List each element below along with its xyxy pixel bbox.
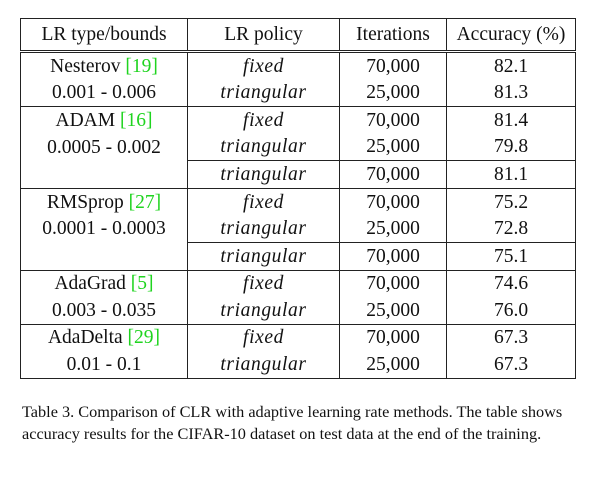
lr-type-text: 0.0001 - 0.0003 bbox=[42, 218, 166, 239]
cell-lr-policy: triangular bbox=[188, 80, 340, 107]
cell-iterations: 70,000 bbox=[340, 188, 447, 215]
cell-accuracy: 67.3 bbox=[447, 352, 576, 379]
lr-type-text: RMSprop bbox=[47, 192, 124, 213]
cell-lr-type: 0.0005 - 0.002 bbox=[21, 134, 188, 161]
cell-accuracy: 81.1 bbox=[447, 161, 576, 189]
cell-lr-policy: triangular bbox=[188, 243, 340, 271]
cell-lr-policy: triangular bbox=[188, 134, 340, 161]
cell-lr-type: AdaGrad [5] bbox=[21, 270, 188, 297]
cell-lr-type bbox=[21, 161, 188, 189]
cell-lr-type: 0.001 - 0.006 bbox=[21, 80, 188, 107]
citation-link[interactable]: [16] bbox=[120, 110, 153, 131]
results-table: LR type/bounds LR policy Iterations Accu… bbox=[20, 18, 576, 379]
cell-accuracy: 81.3 bbox=[447, 80, 576, 107]
cell-iterations: 25,000 bbox=[340, 216, 447, 243]
citation-link[interactable]: [5] bbox=[131, 273, 154, 294]
table-row: 0.003 - 0.035 triangular 25,000 76.0 bbox=[21, 297, 576, 324]
cell-lr-policy: triangular bbox=[188, 352, 340, 379]
header-lr-type: LR type/bounds bbox=[21, 19, 188, 52]
cell-lr-type: ADAM [16] bbox=[21, 107, 188, 134]
table-row: 0.0001 - 0.0003 triangular 25,000 72.8 bbox=[21, 216, 576, 243]
table-row: RMSprop [27] fixed 70,000 75.2 bbox=[21, 188, 576, 215]
cell-lr-type: 0.0001 - 0.0003 bbox=[21, 216, 188, 243]
cell-lr-type: 0.01 - 0.1 bbox=[21, 352, 188, 379]
cell-lr-type bbox=[21, 243, 188, 271]
cell-lr-policy: triangular bbox=[188, 161, 340, 189]
table-row: AdaGrad [5] fixed 70,000 74.6 bbox=[21, 270, 576, 297]
cell-accuracy: 72.8 bbox=[447, 216, 576, 243]
table-row: 0.01 - 0.1 triangular 25,000 67.3 bbox=[21, 352, 576, 379]
cell-iterations: 70,000 bbox=[340, 243, 447, 271]
table-row: 0.0005 - 0.002 triangular 25,000 79.8 bbox=[21, 134, 576, 161]
cell-lr-policy: triangular bbox=[188, 216, 340, 243]
lr-type-text: 0.003 - 0.035 bbox=[52, 300, 156, 321]
cell-accuracy: 82.1 bbox=[447, 52, 576, 80]
header-accuracy: Accuracy (%) bbox=[447, 19, 576, 52]
cell-lr-type: Nesterov [19] bbox=[21, 52, 188, 80]
header-lr-policy: LR policy bbox=[188, 19, 340, 52]
lr-type-text: 0.0005 - 0.002 bbox=[47, 137, 161, 158]
table-row: AdaDelta [29] fixed 70,000 67.3 bbox=[21, 324, 576, 351]
lr-type-text: Nesterov bbox=[50, 56, 120, 77]
lr-type-text: ADAM bbox=[56, 110, 116, 131]
table-body: Nesterov [19] fixed 70,000 82.1 0.001 - 0.00… bbox=[21, 52, 576, 379]
cell-iterations: 70,000 bbox=[340, 324, 447, 351]
cell-lr-type: RMSprop [27] bbox=[21, 188, 188, 215]
header-iterations: Iterations bbox=[340, 19, 447, 52]
cell-iterations: 70,000 bbox=[340, 107, 447, 134]
cell-accuracy: 81.4 bbox=[447, 107, 576, 134]
cell-lr-policy: fixed bbox=[188, 107, 340, 134]
table-row: Nesterov [19] fixed 70,000 82.1 bbox=[21, 52, 576, 80]
cell-accuracy: 75.1 bbox=[447, 243, 576, 271]
lr-type-text: AdaDelta bbox=[48, 327, 123, 348]
table-row: triangular 70,000 81.1 bbox=[21, 161, 576, 189]
table-row: triangular 70,000 75.1 bbox=[21, 243, 576, 271]
cell-iterations: 25,000 bbox=[340, 134, 447, 161]
cell-iterations: 25,000 bbox=[340, 352, 447, 379]
cell-lr-type: 0.003 - 0.035 bbox=[21, 297, 188, 324]
citation-link[interactable]: [27] bbox=[129, 192, 162, 213]
table-row: 0.001 - 0.006 triangular 25,000 81.3 bbox=[21, 80, 576, 107]
cell-iterations: 25,000 bbox=[340, 297, 447, 324]
cell-iterations: 70,000 bbox=[340, 52, 447, 80]
cell-lr-policy: fixed bbox=[188, 188, 340, 215]
cell-accuracy: 76.0 bbox=[447, 297, 576, 324]
lr-type-text: 0.01 - 0.1 bbox=[67, 354, 142, 375]
citation-link[interactable]: [19] bbox=[125, 56, 158, 77]
cell-lr-policy: triangular bbox=[188, 297, 340, 324]
cell-lr-policy: fixed bbox=[188, 270, 340, 297]
cell-lr-policy: fixed bbox=[188, 52, 340, 80]
cell-iterations: 25,000 bbox=[340, 80, 447, 107]
lr-type-text: 0.001 - 0.006 bbox=[52, 82, 156, 103]
cell-accuracy: 67.3 bbox=[447, 324, 576, 351]
table-caption: Table 3. Comparison of CLR with adaptive… bbox=[22, 401, 577, 445]
cell-lr-policy: fixed bbox=[188, 324, 340, 351]
cell-iterations: 70,000 bbox=[340, 270, 447, 297]
cell-accuracy: 74.6 bbox=[447, 270, 576, 297]
cell-lr-type: AdaDelta [29] bbox=[21, 324, 188, 351]
cell-accuracy: 79.8 bbox=[447, 134, 576, 161]
cell-iterations: 70,000 bbox=[340, 161, 447, 189]
lr-type-text: AdaGrad bbox=[54, 273, 125, 294]
results-table-container: LR type/bounds LR policy Iterations Accu… bbox=[20, 18, 575, 379]
cell-accuracy: 75.2 bbox=[447, 188, 576, 215]
citation-link[interactable]: [29] bbox=[128, 327, 161, 348]
table-header-row: LR type/bounds LR policy Iterations Accu… bbox=[21, 19, 576, 52]
table-row: ADAM [16] fixed 70,000 81.4 bbox=[21, 107, 576, 134]
